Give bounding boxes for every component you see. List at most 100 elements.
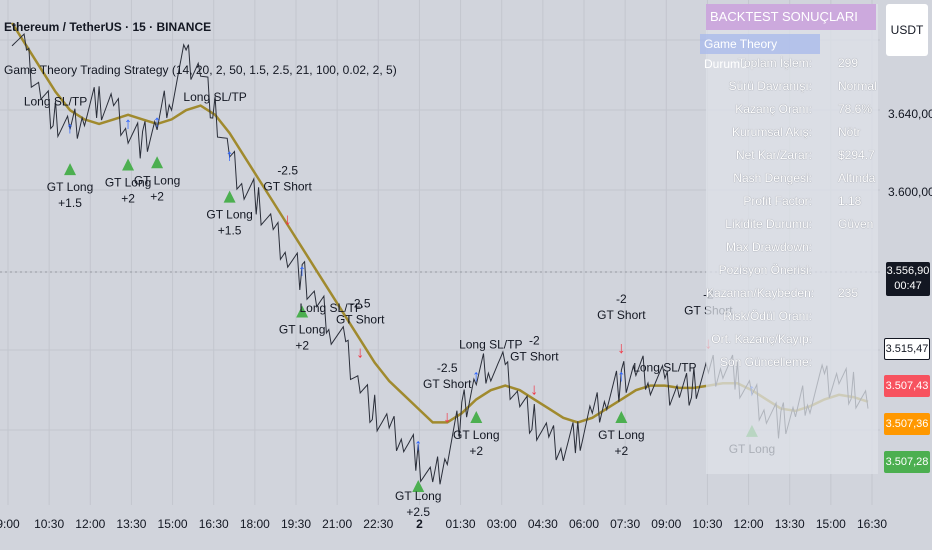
price-tag-label: 3.515,47 bbox=[884, 338, 930, 360]
signal-short: ↓ GT Short -2 bbox=[597, 292, 646, 357]
current-price-tag: 3.556,90 00:47 bbox=[886, 262, 930, 296]
long-arrow: ↑ bbox=[298, 262, 306, 279]
signal-short: ↓ GT Short -2.5 bbox=[336, 297, 385, 362]
signal-label: GT Long bbox=[105, 176, 151, 190]
signal-short: ↓ GT Short -2.5 bbox=[263, 164, 312, 229]
signal-long: ↑ GT Long +2 bbox=[279, 262, 325, 352]
signal-sl: Long SL/TP bbox=[24, 94, 87, 108]
time-axis: 9:00 10:30 12:00 13:30 15:00 16:30 18:00 19:30 2… bbox=[0, 517, 887, 531]
long-triangle bbox=[470, 411, 483, 424]
signal-long: ↑ GT Long +2 bbox=[105, 116, 151, 206]
long-arrow: ↑ bbox=[153, 113, 161, 130]
long-arrow: ↑ bbox=[226, 148, 234, 165]
signal-label: GT Long bbox=[395, 489, 441, 503]
time-tick-label: 16:30 bbox=[199, 517, 229, 531]
signal-label: GT Short bbox=[423, 377, 472, 391]
price-tag-label: 3.507,28 bbox=[884, 451, 930, 473]
panel-row-label: Ort. Kazanç/Kayıp: bbox=[711, 332, 812, 346]
signal-label: Long SL/TP bbox=[183, 90, 246, 104]
signal-value: +2 bbox=[121, 192, 135, 206]
long-triangle bbox=[615, 411, 628, 424]
time-tick-label: 10:30 bbox=[692, 517, 722, 531]
signal-markers: ↑GT Long+1.5↑GT Long+2↑GT Long+2↑GT Long… bbox=[24, 90, 775, 519]
long-arrow: ↑ bbox=[617, 368, 625, 385]
signal-sl: Long SL/TP bbox=[633, 361, 696, 375]
panel-row-label: Risk/Ödül Oranı: bbox=[723, 309, 812, 323]
long-triangle bbox=[412, 480, 425, 492]
signal-value: +1.5 bbox=[218, 224, 242, 238]
price-tick-label: 3.640,00 bbox=[888, 107, 932, 121]
time-tick-label: 21:00 bbox=[322, 517, 352, 531]
price-tag-label: 3.507,36 bbox=[884, 413, 930, 435]
backtest-title: BACKTEST SONUÇLARI bbox=[706, 4, 876, 30]
long-triangle bbox=[223, 190, 236, 203]
signal-label: Long SL/TP bbox=[633, 361, 696, 375]
long-arrow: ↑ bbox=[124, 116, 132, 133]
panel-row-label: Max Drawdown: bbox=[725, 240, 812, 254]
panel-row-value: $294.7 bbox=[838, 148, 875, 162]
signal-label: Long SL/TP bbox=[24, 94, 87, 108]
countdown-label: 00:47 bbox=[894, 280, 922, 292]
signal-label: GT Short bbox=[597, 308, 646, 322]
signal-label: Long SL/TP bbox=[459, 338, 522, 352]
signal-label: GT Long bbox=[206, 208, 252, 222]
time-tick-label: 07:30 bbox=[610, 517, 640, 531]
panel-row-label: Sürü Davranışı: bbox=[728, 79, 812, 93]
signal-value: -2.5 bbox=[277, 164, 298, 178]
short-arrow: ↓ bbox=[617, 340, 625, 357]
signal-value: +1.5 bbox=[58, 196, 82, 210]
signal-long: ↑ GT Long +2 bbox=[134, 113, 180, 203]
time-tick-label: 2 bbox=[416, 517, 423, 531]
panel-row-label: Net Kar/Zarar: bbox=[735, 148, 812, 162]
long-triangle bbox=[151, 156, 164, 169]
long-arrow: ↑ bbox=[66, 120, 74, 137]
panel-row-value: 235 bbox=[838, 286, 859, 300]
panel-row-value: 78.6% bbox=[838, 102, 873, 116]
signal-label: GT Short bbox=[263, 180, 312, 194]
panel-row-label: Nash Dengesi: bbox=[733, 171, 812, 185]
time-tick-label: 10:30 bbox=[34, 517, 64, 531]
panel-row-value: Güven bbox=[838, 217, 874, 231]
panel-row-label: Toplam İşlem: bbox=[737, 56, 812, 70]
signal-value: -2.5 bbox=[350, 297, 371, 311]
currency-button[interactable]: USDT bbox=[886, 4, 928, 56]
price-axis: 3.640,00 3.600,00 bbox=[888, 107, 932, 199]
long-triangle bbox=[296, 305, 309, 318]
signal-long: ↑ GT Long +1.5 bbox=[47, 120, 93, 210]
long-arrow: ↑ bbox=[414, 437, 422, 454]
signal-label: GT Short bbox=[336, 313, 385, 327]
signal-value: +2 bbox=[295, 338, 309, 352]
time-tick-label: 03:00 bbox=[487, 517, 517, 531]
signal-label: GT Long bbox=[47, 180, 93, 194]
time-tick-label: 09:00 bbox=[651, 517, 681, 531]
panel-row-value: 299 bbox=[838, 56, 859, 70]
signal-value: -2 bbox=[616, 292, 627, 306]
long-triangle bbox=[64, 163, 77, 176]
time-tick-label: 12:00 bbox=[734, 517, 764, 531]
signal-short: ↓ GT Short -2.5 bbox=[423, 361, 472, 426]
signal-value: -2 bbox=[529, 333, 540, 347]
signal-label: GT Long bbox=[453, 428, 499, 442]
strategy-title[interactable]: Game Theory Trading Strategy (14, 20, 2,… bbox=[4, 63, 397, 77]
time-tick-label: 13:30 bbox=[116, 517, 146, 531]
time-tick-label: 13:30 bbox=[775, 517, 805, 531]
signal-label: GT Long bbox=[134, 173, 180, 187]
time-tick-label: 16:30 bbox=[857, 517, 887, 531]
panel-row-label: Likidite Durumu: bbox=[725, 217, 812, 231]
symbol-title: Ethereum / TetherUS · 15 · BINANCE bbox=[4, 20, 212, 34]
long-arrow: ↑ bbox=[472, 368, 480, 385]
panel-row-label: Kazanan/Kaybeden: bbox=[706, 286, 815, 300]
price-tick-label: 3.600,00 bbox=[888, 185, 932, 199]
signal-long: ↑ GT Long +2 bbox=[453, 368, 499, 458]
time-tick-label: 15:00 bbox=[158, 517, 188, 531]
current-price-label: 3.556,90 bbox=[886, 265, 930, 277]
time-tick-label: 9:00 bbox=[0, 517, 20, 531]
signal-label: GT Short bbox=[510, 349, 559, 363]
time-tick-label: 04:30 bbox=[528, 517, 558, 531]
signal-label: GT Long bbox=[598, 428, 644, 442]
long-triangle bbox=[122, 158, 135, 171]
signal-value: -2.5 bbox=[437, 361, 458, 375]
price-tag-label: 3.507,43 bbox=[884, 375, 930, 397]
time-tick-label: 06:00 bbox=[569, 517, 599, 531]
panel-row-label: Kurumsal Akış: bbox=[731, 125, 812, 139]
